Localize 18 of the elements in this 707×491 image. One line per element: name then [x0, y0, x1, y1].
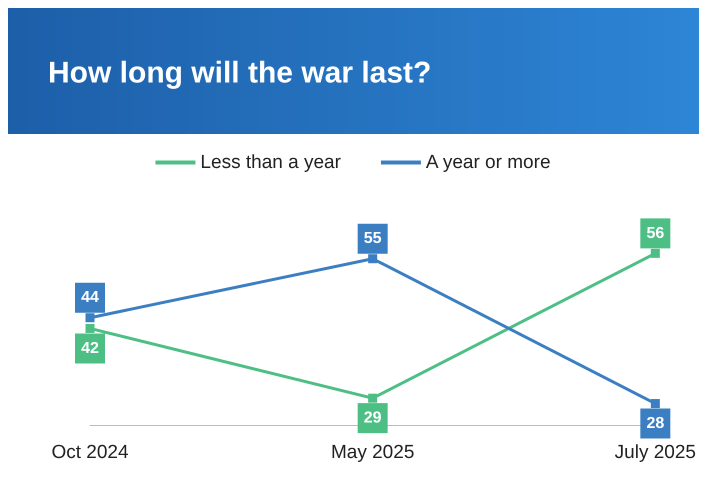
x-tick-label: May 2025 — [330, 442, 414, 463]
point — [368, 394, 378, 403]
legend-label: A year or more — [426, 152, 551, 173]
data-label: 44 — [81, 289, 99, 306]
point — [86, 313, 94, 322]
legend-label: Less than a year — [200, 152, 342, 173]
point — [650, 399, 660, 408]
data-label: 42 — [81, 340, 99, 357]
data-label: 29 — [364, 410, 382, 427]
data-label: 55 — [364, 230, 382, 248]
point — [86, 324, 94, 333]
x-tick-label: July 2025 — [614, 442, 696, 463]
data-label: 56 — [646, 224, 664, 242]
point — [368, 254, 378, 264]
x-tick-label: Oct 2024 — [51, 442, 129, 463]
data-label: 28 — [646, 415, 664, 432]
point — [650, 248, 660, 258]
chart-title: How long will the war last? — [48, 56, 432, 90]
